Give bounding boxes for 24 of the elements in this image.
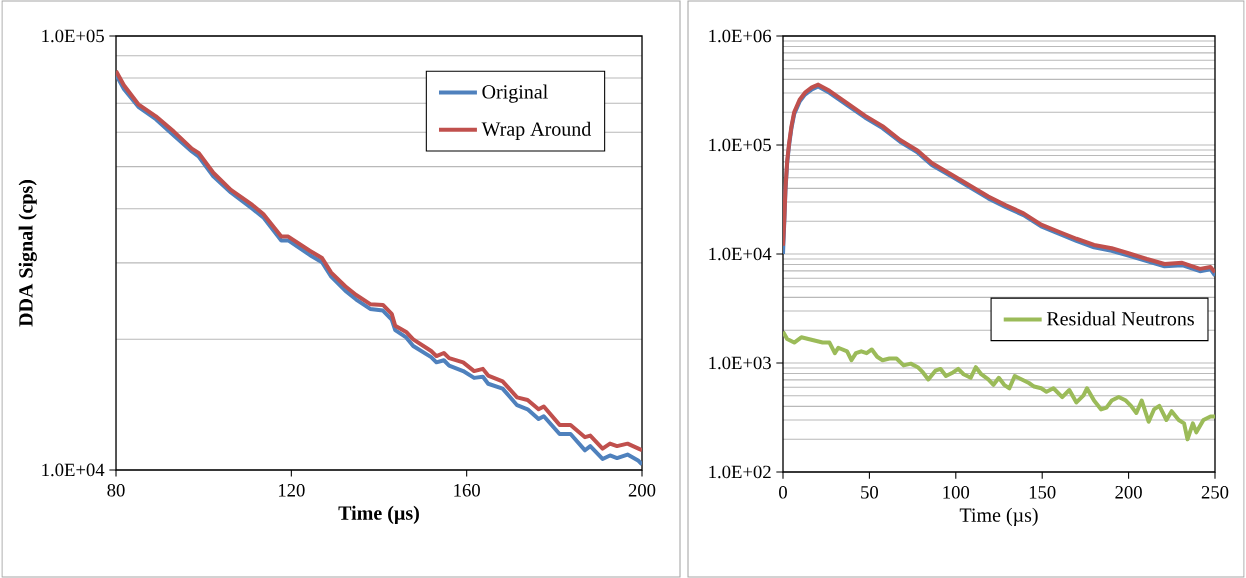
x-tick-label: 200 (1115, 486, 1142, 499)
x-tick-label: 0 (779, 486, 787, 499)
x-tick-label: 120 (278, 483, 305, 497)
x-axis-title: Time (µs) (959, 507, 1038, 526)
legend-label: Residual Neutrons (1046, 311, 1194, 326)
x-tick-label: 100 (943, 486, 970, 499)
x-tick-label: 200 (628, 483, 656, 497)
x-tick-label: 50 (861, 486, 879, 499)
legend-label: Wrap Around (481, 121, 592, 140)
y-tick-label: 1.0E+06 (709, 29, 772, 43)
y-tick-label: 1.0E+05 (709, 138, 771, 152)
x-tick-label: 150 (1029, 486, 1056, 499)
x-axis-title: Time (µs) (338, 505, 419, 524)
y-tick-label: 1.0E+04 (709, 247, 772, 261)
legend-label: Original (482, 84, 548, 103)
y-tick-label: 1.0E+03 (709, 356, 771, 370)
y-tick-label: 1.0E+05 (42, 29, 104, 43)
x-tick-label: 250 (1201, 486, 1229, 499)
y-tick-label: 1.0E+02 (709, 465, 771, 479)
line-series (783, 329, 1215, 442)
x-tick-label: 160 (454, 483, 480, 497)
y-tick-label: 1.0E+04 (42, 463, 105, 477)
y-axis-title: DDA Signal (cps) (18, 180, 37, 327)
x-tick-label: 80 (107, 483, 125, 497)
